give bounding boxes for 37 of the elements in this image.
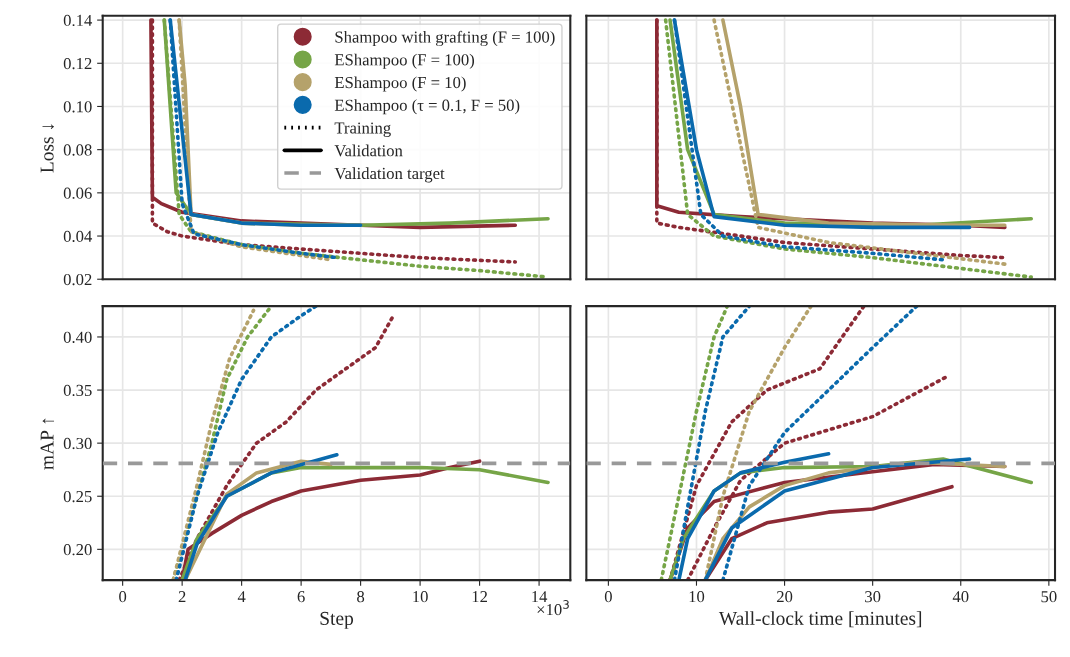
x-tick-label: 0 (604, 591, 612, 603)
x-tick-label: 0 (119, 591, 127, 603)
annotation: Training (334, 122, 391, 138)
x-tick-label: 30 (865, 591, 881, 603)
y-tick-label: 0.12 (63, 57, 92, 70)
x-tick-label: 2 (178, 591, 186, 603)
legend-label: EShampoo (F = 100) (334, 53, 475, 69)
y-tick-label: 0.14 (63, 14, 93, 27)
x-tick-label: 8 (357, 591, 365, 603)
y-tick-label: 0.30 (63, 437, 92, 450)
x-tick-label: 4 (237, 591, 246, 603)
x-tick-label: 12 (472, 591, 487, 603)
y-tick-label: 0.10 (63, 101, 92, 113)
x-tick-label: 10 (689, 591, 705, 603)
y-tick-label: 0.08 (63, 144, 92, 156)
x-tick-label: 6 (297, 591, 305, 603)
y-axis-title: Loss ↓ (40, 124, 55, 173)
x-tick-label: 10 (413, 591, 428, 603)
x-tick-label: 14 (532, 591, 548, 603)
annotation: Validation target (334, 167, 445, 183)
legend-label: Shampoo with grafting (F = 100) (335, 30, 555, 47)
x-tick-label: 20 (776, 591, 793, 603)
y-axis-title: mAP ↑ (40, 418, 55, 470)
y-tick-label: 0.25 (63, 490, 92, 503)
y-tick-label: 0.04 (63, 230, 93, 243)
legend-label: EShampoo (F = 10) (334, 76, 466, 92)
x-axis-title: Wall-clock time [minutes] (718, 611, 922, 628)
x-axis-title: Step (320, 611, 354, 629)
y-tick-label: 0.20 (63, 544, 92, 556)
y-tick-label: 0.02 (63, 273, 92, 286)
legend-label: EShampoo (τ = 0.1, F = 50) (334, 99, 520, 115)
x-tick-label: 50 (1041, 591, 1057, 603)
annotation: Validation (334, 144, 403, 157)
y-tick-label: 0.40 (63, 331, 92, 343)
y-tick-label: 0.35 (63, 384, 92, 397)
x-tick-label: 40 (952, 591, 969, 603)
y-tick-label: 0.06 (63, 187, 92, 199)
